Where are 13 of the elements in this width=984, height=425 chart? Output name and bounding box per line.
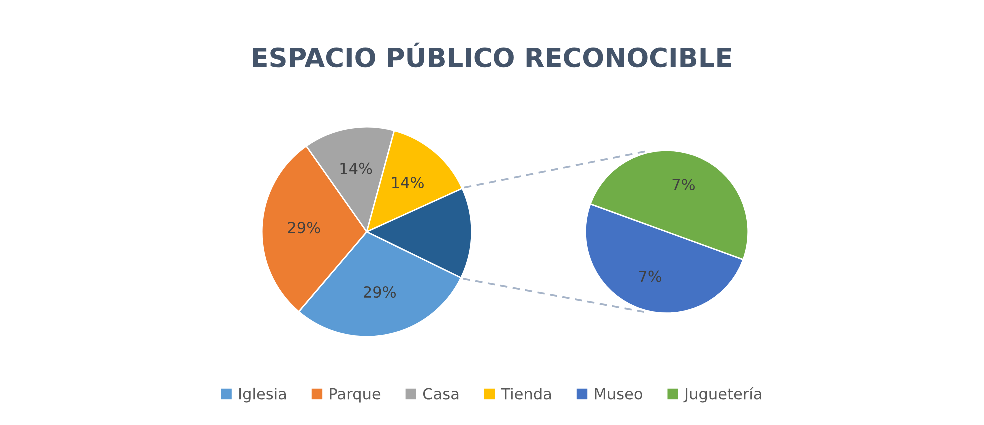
chart-title: ESPACIO PÚBLICO RECONOCIBLE [253,42,732,68]
data-label: 29% [364,286,396,298]
legend-label: Juguetería [684,387,762,403]
data-label: 29% [288,222,320,234]
legend-label: Casa [423,388,459,400]
legend-label: Tienda [501,388,552,400]
legend-label: Museo [595,388,642,400]
data-label: 14% [392,176,424,188]
legend-label: Iglesia [240,388,286,403]
data-label: 14% [340,162,372,174]
legend-label: Parque [330,388,381,403]
data-label: 7% [672,179,695,191]
data-label: 7% [639,270,662,282]
